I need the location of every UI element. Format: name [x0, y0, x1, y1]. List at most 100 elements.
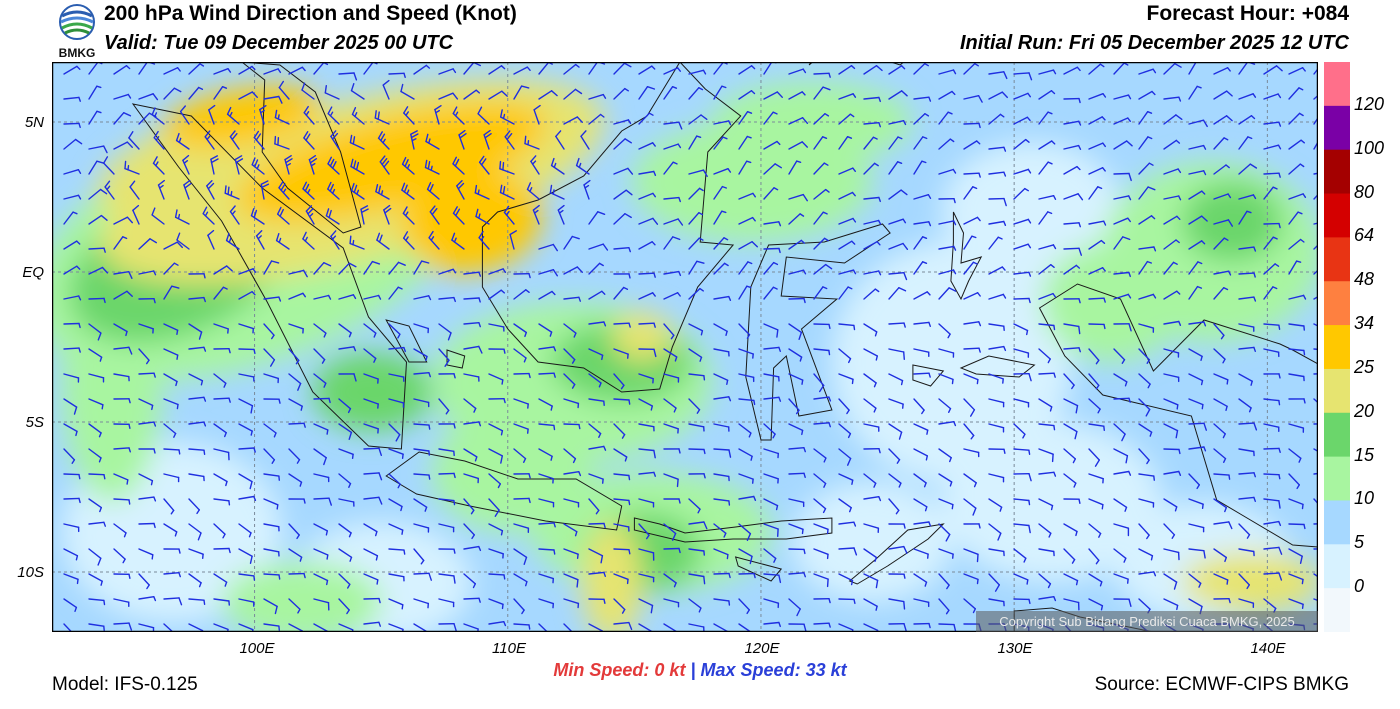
wind-barb [138, 297, 156, 304]
wind-barb [350, 158, 365, 175]
barb-staff [888, 286, 900, 300]
barb-half-feather [397, 483, 401, 489]
barb-staff [688, 548, 705, 552]
barb-staff [1238, 115, 1253, 125]
barb-half-feather [828, 422, 831, 428]
barb-feather [402, 206, 408, 215]
barb-feather [903, 351, 905, 360]
barb-half-feather [1278, 399, 1281, 406]
barb-feather [520, 85, 530, 89]
barb-half-feather [978, 347, 981, 353]
wind-barb [88, 348, 103, 362]
barb-half-feather [525, 581, 528, 587]
barb-half-feather [721, 85, 727, 89]
barb-feather [103, 156, 109, 164]
barb-feather [1249, 163, 1258, 169]
wind-map [51, 61, 1319, 633]
barb-staff [963, 122, 980, 125]
barb-staff [588, 113, 602, 125]
wind-barb [88, 398, 104, 410]
barb-staff [1138, 136, 1149, 150]
barb-half-feather [1103, 323, 1106, 330]
barb-feather [380, 133, 386, 142]
speed-region [312, 352, 432, 432]
barb-staff [763, 140, 778, 150]
wind-barb [1038, 323, 1056, 331]
barb-half-feather [703, 448, 706, 455]
barb-staff [63, 448, 76, 461]
barb-half-feather [1023, 557, 1027, 563]
barb-staff [788, 348, 803, 358]
barb-half-feather [1278, 324, 1281, 330]
barb-feather [646, 86, 656, 90]
barb-staff [1313, 573, 1318, 578]
wind-barb [513, 523, 530, 533]
barb-feather [327, 106, 333, 115]
wind-barb [1313, 193, 1318, 200]
barb-staff [538, 573, 554, 580]
barb-feather [478, 345, 483, 354]
barb-feather [571, 235, 580, 240]
wind-barb [1213, 323, 1225, 340]
barb-feather [696, 260, 705, 264]
wind-barb [1188, 548, 1206, 559]
barb-half-feather [1302, 193, 1307, 199]
wind-barb [688, 323, 704, 336]
wind-barb [988, 146, 1007, 152]
wind-barb [238, 423, 253, 436]
wind-barb [438, 598, 455, 608]
wind-barb [913, 291, 931, 300]
barb-staff [63, 398, 78, 408]
barb-half-feather [278, 574, 281, 580]
barb-staff [538, 290, 553, 300]
wind-barb [1188, 446, 1207, 452]
barb-staff [888, 65, 903, 75]
wind-barb [588, 211, 606, 225]
barb-staff [763, 111, 774, 125]
wind-barb [1013, 498, 1031, 506]
barb-staff [913, 473, 927, 484]
barb-staff [1138, 348, 1151, 361]
wind-barb [1063, 398, 1079, 414]
wind-barb [1113, 598, 1132, 607]
barb-half-feather [477, 189, 480, 195]
wind-barb [413, 423, 431, 430]
wind-barb [513, 573, 528, 587]
barb-feather [1028, 473, 1032, 482]
wind-barb [438, 498, 456, 506]
barb-staff [1288, 573, 1304, 581]
wind-barb [113, 112, 132, 125]
barb-feather [424, 159, 428, 169]
barb-half-feather [803, 548, 806, 555]
barb-staff [1138, 373, 1151, 385]
barb-staff [63, 373, 80, 379]
wind-barb [88, 598, 106, 606]
wind-barb [363, 373, 379, 384]
barb-staff [113, 141, 129, 150]
barb-staff [163, 448, 180, 451]
wind-barb [438, 472, 456, 479]
barb-staff [238, 598, 255, 603]
wind-barb [838, 498, 852, 513]
barb-staff [788, 141, 803, 150]
barb-staff [163, 373, 178, 383]
barb-staff [1163, 470, 1180, 475]
barb-feather [176, 232, 181, 241]
barb-staff [688, 211, 700, 225]
barb-staff [888, 545, 905, 550]
barb-staff [477, 113, 490, 125]
barb-staff [338, 294, 355, 300]
barb-staff [813, 422, 830, 425]
barb-staff [663, 423, 679, 430]
barb-staff [1313, 448, 1318, 453]
barb-staff [313, 497, 330, 500]
barb-half-feather [1201, 403, 1204, 410]
barb-feather [454, 158, 460, 167]
barb-half-feather [578, 471, 582, 477]
wind-barb [763, 261, 779, 275]
barb-staff [1213, 398, 1228, 407]
wind-barb [363, 260, 381, 275]
wind-barb [1263, 144, 1282, 150]
barb-half-feather [197, 86, 204, 90]
wind-barb [388, 373, 405, 382]
